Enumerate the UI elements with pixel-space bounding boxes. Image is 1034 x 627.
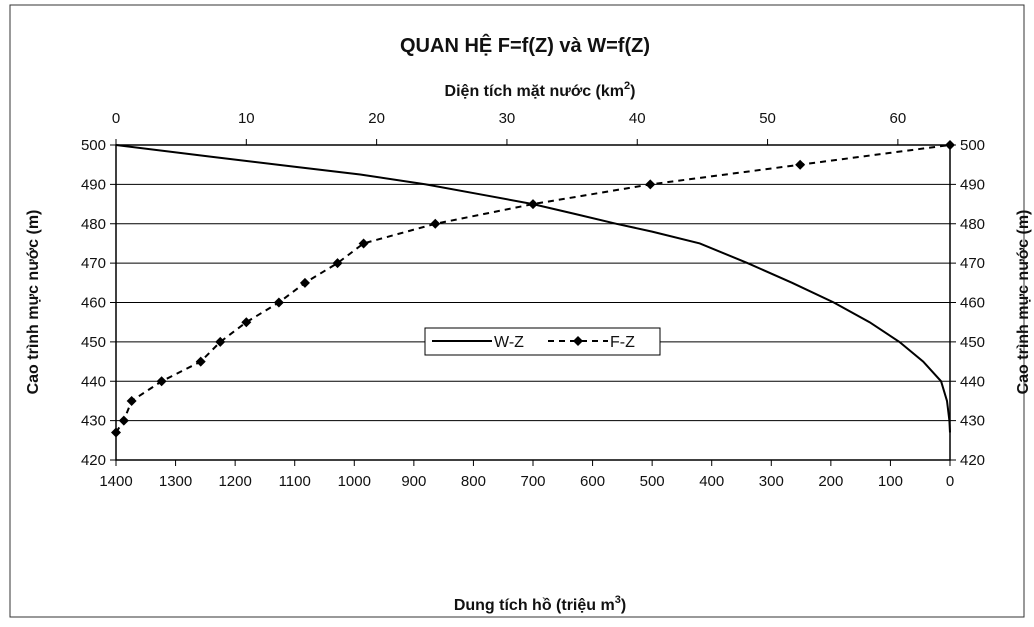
y-right-tick-label-430: 430 — [960, 413, 985, 430]
y-left-tick-label-490: 490 — [81, 176, 106, 193]
series-line-w-z — [115, 144, 951, 433]
series-f-z-point-7 — [273, 297, 284, 308]
x-top-tick-label-20: 20 — [368, 110, 385, 127]
series-f-z-point-14 — [795, 159, 806, 170]
series-f-z-point-1 — [118, 415, 129, 426]
x-bottom-tick-label-300: 300 — [759, 473, 784, 490]
x-bottom-tick-label-800: 800 — [461, 473, 486, 490]
axis-ticks: 420 420 430 430 440 440 450 450 460 460 470 470 480 4… — [81, 110, 985, 490]
y-left-tick-label-460: 460 — [81, 295, 106, 312]
x-top-tick-label-40: 40 — [629, 110, 646, 127]
chart-title: QUAN HỆ F=f(Z) và W=f(Z) — [400, 33, 650, 57]
series-f-z-point-9 — [332, 258, 343, 269]
x-top-tick-label-30: 30 — [499, 110, 516, 127]
y-right-tick-label-440: 440 — [960, 373, 985, 390]
y-right-tick-label-470: 470 — [960, 255, 985, 272]
y-right-tick-label-490: 490 — [960, 176, 985, 193]
legend-wz-label: W-Z — [494, 334, 524, 351]
chart-border — [9, 4, 1025, 618]
x-bottom-tick-label-1200: 1200 — [218, 473, 251, 490]
x-bottom-axis-title: Dung tích hồ (triệu m3) — [454, 594, 626, 614]
x-bottom-tick-label-1300: 1300 — [159, 473, 192, 490]
legend-fz-marker — [573, 336, 583, 346]
y-right-tick-label-450: 450 — [960, 334, 985, 351]
series-f-z-point-12 — [528, 199, 538, 210]
x-bottom-tick-label-500: 500 — [640, 473, 665, 490]
x-top-axis-title: Diện tích mặt nước (km2) — [445, 80, 636, 100]
x-bottom-tick-label-600: 600 — [580, 473, 605, 490]
series-f-z-point-8 — [299, 277, 310, 288]
series-f-z-point-11 — [430, 218, 441, 229]
y-left-tick-label-430: 430 — [81, 413, 106, 430]
x-top-tick-label-0: 0 — [112, 110, 120, 127]
series-line-f-z — [115, 144, 951, 433]
series-f-z-point-2 — [126, 395, 137, 406]
y-left-tick-label-500: 500 — [81, 137, 106, 154]
x-bottom-tick-label-700: 700 — [520, 473, 545, 490]
series-f-z-point-4 — [195, 356, 206, 367]
series-layer — [111, 140, 955, 438]
legend: W-Z F-Z — [424, 327, 661, 356]
legend-fz-label: F-Z — [610, 334, 635, 351]
x-bottom-tick-label-1100: 1100 — [279, 473, 311, 490]
y-left-tick-label-420: 420 — [81, 452, 106, 469]
y-right-tick-label-460: 460 — [960, 295, 985, 312]
series-f-z-point-6 — [241, 317, 252, 328]
series-f-z-point-10 — [358, 238, 369, 249]
x-bottom-tick-label-200: 200 — [818, 473, 843, 490]
x-top-tick-label-10: 10 — [238, 110, 255, 127]
y-right-axis-title: Cao trình mực nước (m) — [1015, 210, 1032, 395]
x-bottom-tick-label-1400: 1400 — [99, 473, 132, 490]
y-right-tick-label-480: 480 — [960, 216, 985, 233]
x-top-tick-label-50: 50 — [759, 110, 776, 127]
x-bottom-tick-label-0: 0 — [946, 473, 954, 490]
x-bottom-tick-label-400: 400 — [699, 473, 724, 490]
y-right-tick-label-420: 420 — [960, 452, 985, 469]
x-bottom-tick-label-900: 900 — [401, 473, 426, 490]
series-f-z-point-5 — [215, 336, 226, 347]
series-f-z-point-3 — [156, 376, 167, 387]
y-left-axis-title: Cao trình mực nước (m) — [25, 210, 42, 395]
series-f-z-point-0 — [111, 427, 121, 438]
series-f-z-point-13 — [645, 179, 656, 190]
x-bottom-tick-label-1000: 1000 — [338, 473, 371, 490]
x-top-tick-label-60: 60 — [890, 110, 907, 127]
y-right-tick-label-500: 500 — [960, 137, 985, 154]
series-f-z-point-15 — [945, 140, 955, 150]
y-left-tick-label-440: 440 — [81, 373, 106, 390]
x-bottom-tick-label-100: 100 — [878, 473, 903, 490]
y-left-tick-label-480: 480 — [81, 216, 106, 233]
y-left-tick-label-470: 470 — [81, 255, 106, 272]
y-left-tick-label-450: 450 — [81, 334, 106, 351]
